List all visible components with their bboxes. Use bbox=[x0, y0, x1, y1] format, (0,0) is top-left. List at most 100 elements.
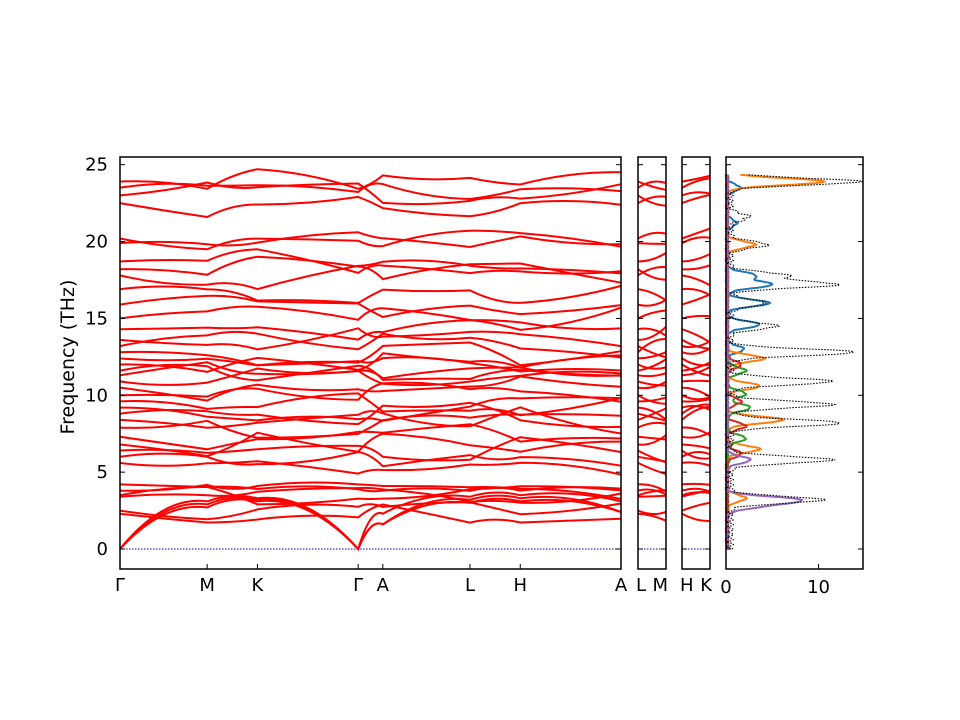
phonon-band-line bbox=[119, 460, 622, 476]
phonon-band-line bbox=[637, 363, 667, 370]
phonon-band-line bbox=[119, 436, 622, 462]
phonon-band-line bbox=[119, 341, 622, 367]
y-tick-label: 0 bbox=[97, 539, 108, 560]
phonon-band-line bbox=[681, 482, 711, 486]
phonon-band-line bbox=[681, 264, 711, 271]
phonon-band-line bbox=[119, 195, 622, 219]
phonon-band-line bbox=[637, 421, 667, 429]
phonon-band-line bbox=[119, 255, 622, 284]
phonon-band-line bbox=[119, 231, 622, 249]
dos-x-tick-label: 0 bbox=[720, 577, 731, 598]
panel-frame bbox=[119, 156, 622, 570]
dos-panel bbox=[724, 156, 864, 570]
phonon-band-line bbox=[119, 363, 622, 382]
phonon-band-line bbox=[681, 274, 711, 287]
x-axis-ticks: Γ M K Γ A L H A L M H K 0 10 bbox=[115, 575, 830, 598]
phonon-band-line bbox=[637, 494, 667, 498]
x-tick-label-L: L bbox=[636, 575, 646, 596]
dos-x-tick-label: 10 bbox=[807, 577, 830, 598]
x-tick-label-H: H bbox=[680, 575, 694, 596]
phonon-band-line bbox=[637, 242, 667, 245]
phonon-band-line bbox=[637, 299, 667, 307]
phonon-band-line bbox=[637, 449, 667, 464]
phonon-band-line bbox=[119, 181, 622, 206]
phonon-band-line bbox=[119, 284, 622, 305]
phonon-band-line bbox=[637, 288, 667, 302]
phonon-band-line bbox=[681, 287, 711, 296]
phonon-band-line bbox=[119, 330, 622, 359]
phonon-band-line bbox=[119, 486, 622, 504]
phonon-band-line bbox=[637, 195, 667, 204]
phonon-band-line bbox=[637, 509, 667, 516]
x-tick-label-K: K bbox=[252, 575, 265, 596]
phonon-band-line bbox=[637, 358, 667, 372]
phonon-band-line bbox=[637, 462, 667, 476]
phonon-band-line bbox=[637, 309, 667, 320]
phonon-band-line bbox=[681, 405, 711, 421]
phonon-band-line bbox=[637, 412, 667, 422]
x-tick-label-M: M bbox=[199, 575, 215, 596]
phonon-band-line bbox=[119, 501, 622, 521]
phonon-band-line bbox=[119, 401, 622, 429]
acoustic-branch-line bbox=[119, 497, 622, 551]
y-tick-label: 10 bbox=[85, 385, 108, 406]
phonon-band-line bbox=[637, 327, 667, 337]
panel-frame bbox=[637, 156, 667, 570]
phonon-band-line bbox=[119, 481, 622, 500]
phonon-band-line bbox=[637, 483, 667, 493]
phonon-band-line bbox=[637, 231, 667, 240]
x-tick-label-A: A bbox=[377, 575, 390, 596]
phonon-band-line bbox=[681, 398, 711, 403]
phonon-band-line bbox=[119, 319, 622, 341]
phonon-band-line bbox=[681, 379, 711, 383]
phonon-band-line bbox=[681, 339, 711, 350]
phonon-band-line bbox=[681, 347, 711, 355]
phonon-band-line bbox=[119, 396, 622, 422]
y-tick-label: 25 bbox=[85, 155, 108, 176]
phonon-band-line bbox=[119, 259, 622, 291]
x-tick-label-Γ: Γ bbox=[353, 575, 363, 596]
phonon-band-line bbox=[681, 253, 711, 263]
y-tick-label: 5 bbox=[97, 462, 108, 483]
phonon-band-line bbox=[681, 177, 711, 189]
phonon-band-line bbox=[637, 407, 667, 421]
dos-panel-frame bbox=[725, 156, 864, 570]
phonon-band-line bbox=[681, 174, 711, 183]
phonon-band-line bbox=[637, 380, 667, 390]
phonon-band-line bbox=[119, 450, 622, 468]
phonon-band-line bbox=[637, 351, 667, 360]
x-tick-label-H: H bbox=[513, 575, 527, 596]
phonon-band-line bbox=[681, 236, 711, 244]
phonon-band-line bbox=[119, 367, 622, 387]
y-tick-label: 20 bbox=[85, 232, 108, 253]
phonon-band-line bbox=[681, 426, 711, 437]
phonon-band-line bbox=[119, 168, 622, 190]
phonon-band-line bbox=[681, 404, 711, 411]
phonon-band-line bbox=[681, 191, 711, 197]
phonon-band-line bbox=[119, 248, 622, 275]
phonon-band-line bbox=[119, 327, 622, 351]
phonon-band-line bbox=[681, 512, 711, 523]
phonon-band-line bbox=[681, 449, 711, 460]
phonon-band-line bbox=[637, 394, 667, 405]
phonon-band-line bbox=[637, 434, 667, 446]
phonon-band-line bbox=[681, 491, 711, 497]
acoustic-branch-line bbox=[119, 491, 622, 552]
phonon-band-line bbox=[637, 380, 667, 387]
phonon-band-line bbox=[119, 294, 622, 319]
phonon-band-line bbox=[119, 392, 622, 417]
phonon-band-line bbox=[637, 372, 667, 378]
x-tick-label-L: L bbox=[465, 575, 475, 596]
y-tick-label: 15 bbox=[85, 308, 108, 329]
phonon-band-line bbox=[119, 381, 622, 403]
phonon-band-line bbox=[119, 406, 622, 435]
phonon-band-line bbox=[637, 345, 667, 359]
phonon-band-line bbox=[637, 512, 667, 522]
phonon-band-line bbox=[637, 266, 667, 277]
phonon-band-line bbox=[637, 180, 667, 191]
phonon-band-line bbox=[681, 461, 711, 467]
phonon-band-line bbox=[681, 487, 711, 493]
phonon-band-line bbox=[119, 229, 622, 251]
phonon-band-line bbox=[637, 435, 667, 441]
phonon-band-line bbox=[681, 193, 711, 205]
